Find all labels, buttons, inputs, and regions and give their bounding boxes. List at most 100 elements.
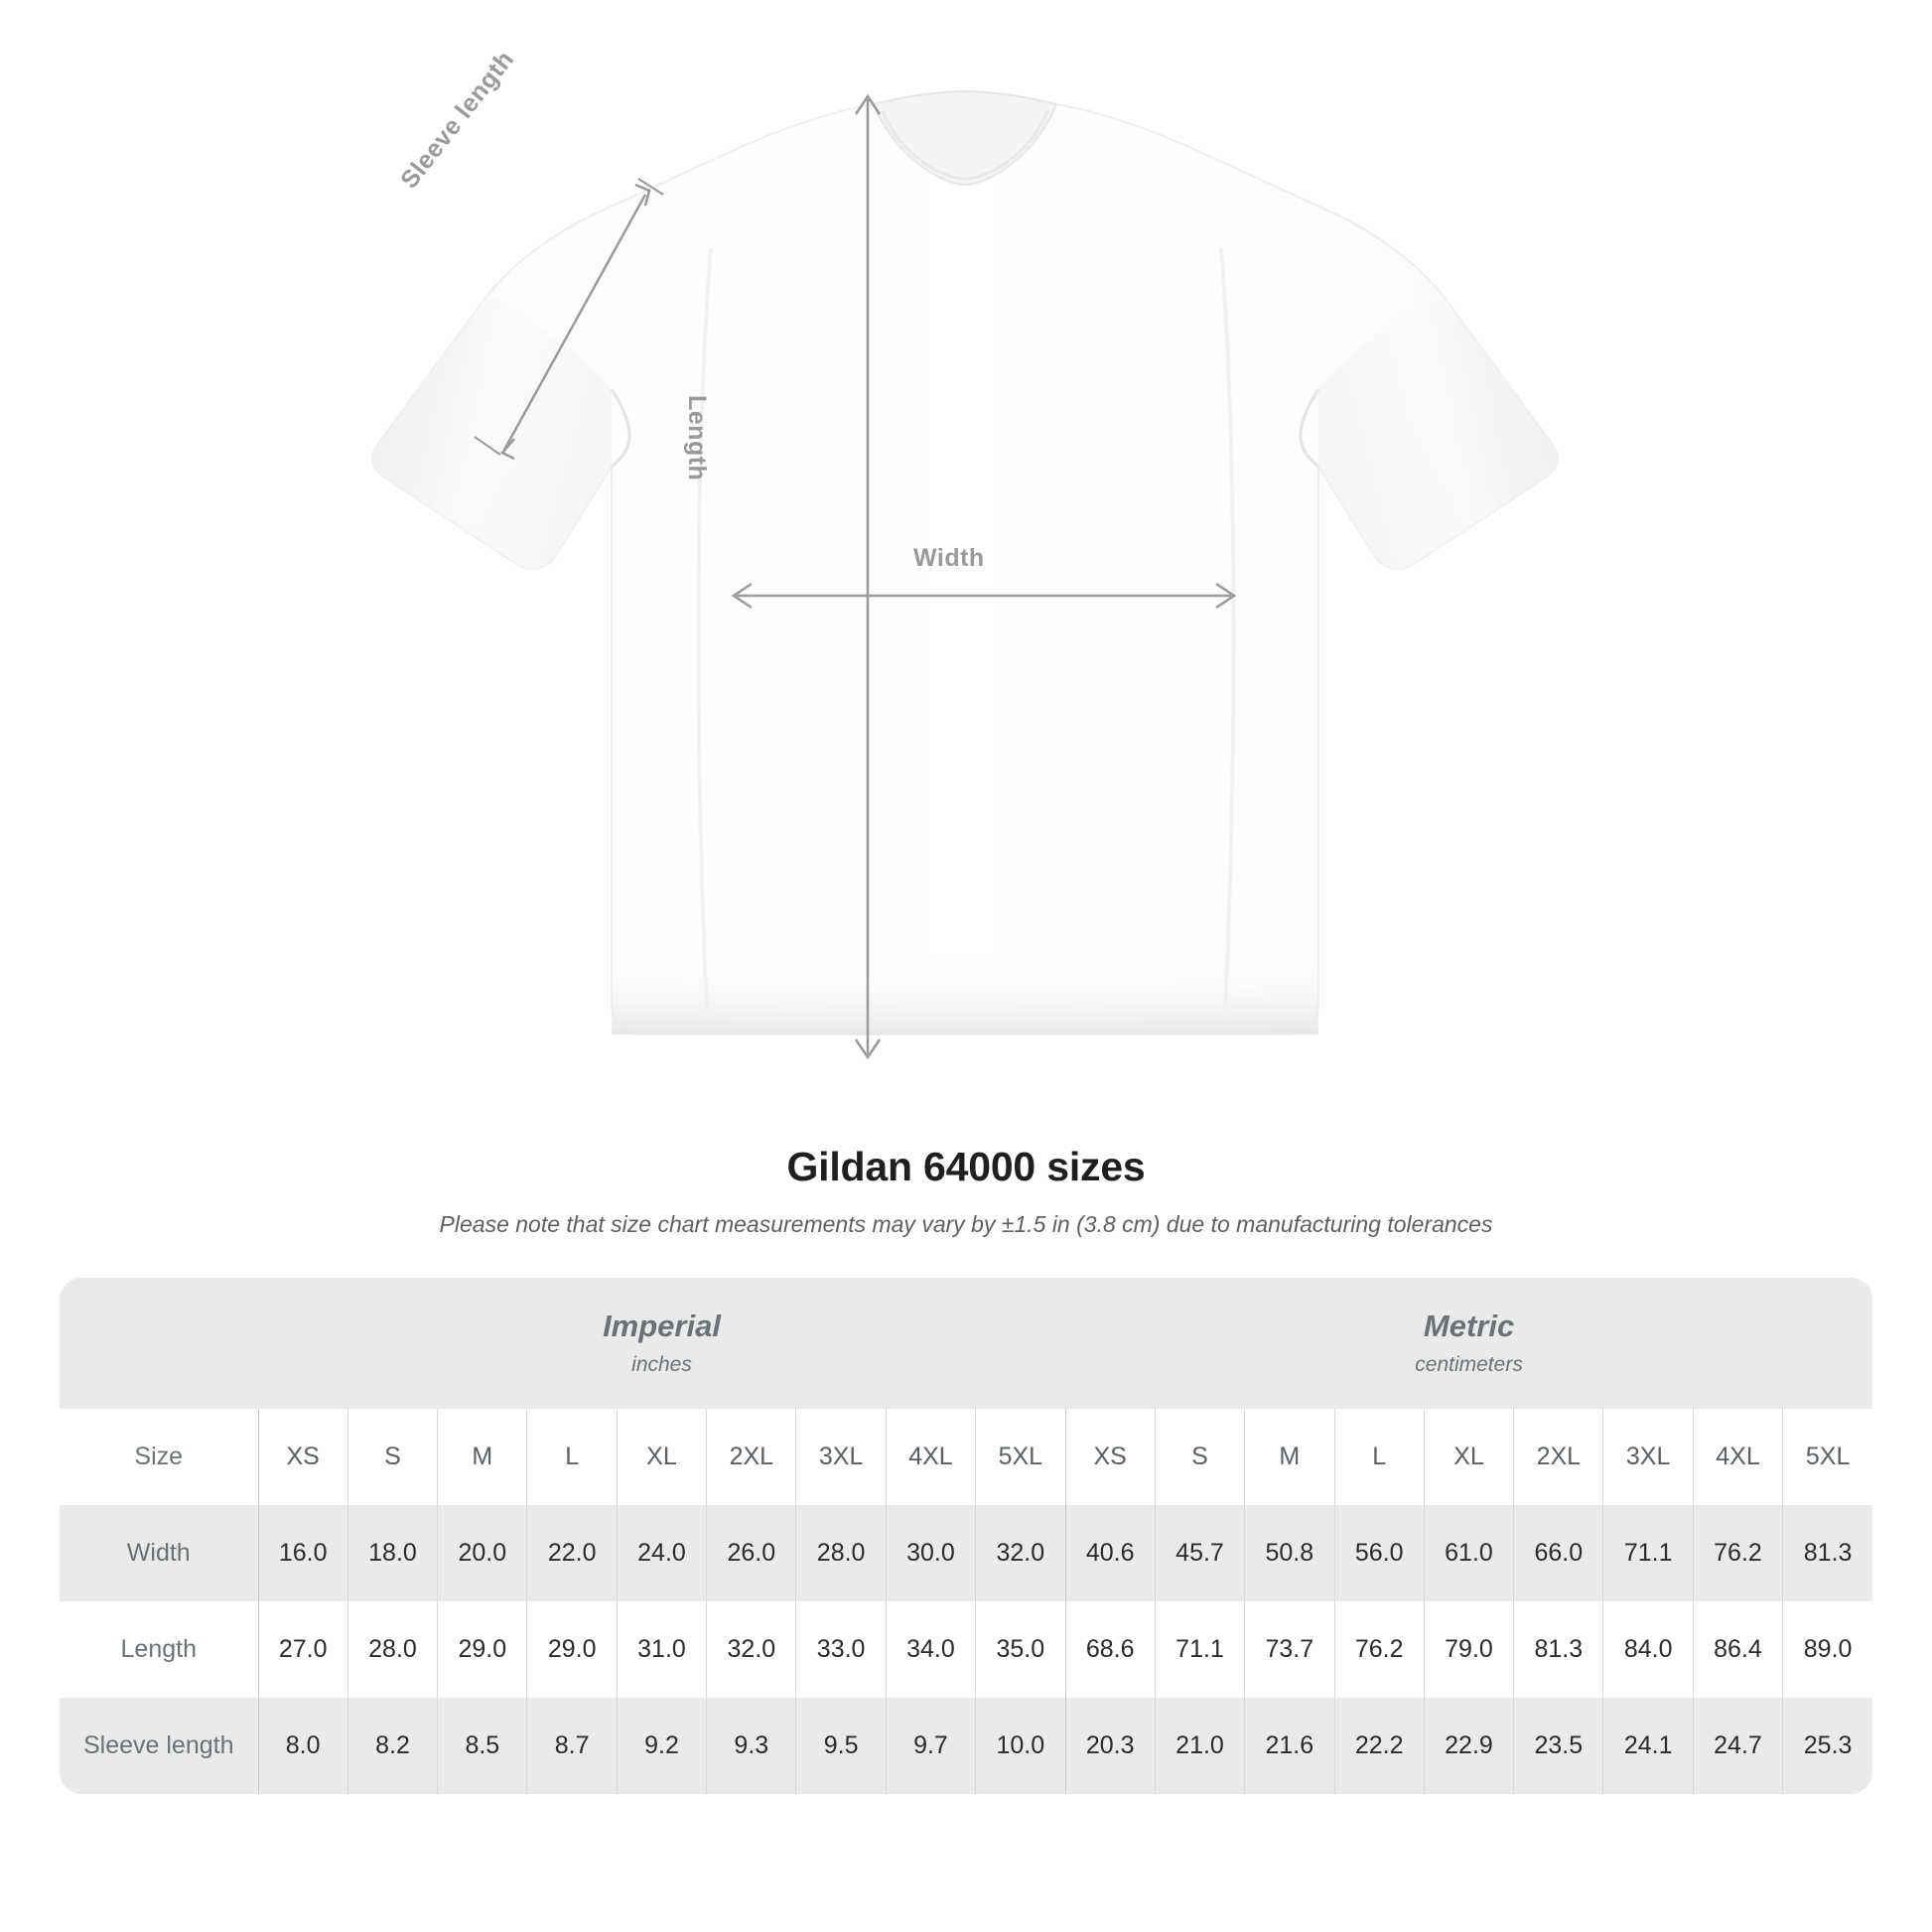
size-header-metric-m: M [1244,1409,1334,1505]
cell-length-metric-l: 76.2 [1333,1601,1425,1698]
cell-sleeve-length-imperial-xl: 9.2 [616,1698,707,1794]
cell-width-metric-4xl: 76.2 [1692,1505,1783,1601]
row-label: Length [60,1601,258,1698]
cell-length-imperial-3xl: 33.0 [795,1601,887,1698]
sleeve-tick-top [637,178,664,196]
cell-width-imperial-xl: 24.0 [616,1505,707,1601]
width-arrow-head-right [1215,582,1237,610]
width-label: Width [913,544,985,572]
cell-sleeve-length-imperial-m: 8.5 [437,1698,527,1794]
cell-sleeve-length-imperial-4xl: 9.7 [885,1698,976,1794]
unit-name: Metric [1423,1309,1515,1344]
sleeve-arrow-head-top [634,183,651,207]
cell-width-metric-2xl: 66.0 [1513,1505,1603,1601]
width-arrow-head-left [731,582,753,610]
unit-name: Imperial [603,1309,721,1344]
size-header-imperial-l: L [526,1409,618,1505]
cell-width-metric-s: 45.7 [1154,1505,1245,1601]
cell-length-metric-xl: 79.0 [1423,1601,1514,1698]
tolerance-note: Please note that size chart measurements… [439,1211,1493,1237]
cell-width-imperial-5xl: 32.0 [975,1505,1066,1601]
cell-length-metric-xs: 68.6 [1064,1601,1156,1698]
unit-header-row: Imperial inches Metric centimeters [60,1278,1872,1409]
size-header-metric-3xl: 3XL [1602,1409,1694,1505]
table-row: Width 16.0 18.0 20.0 22.0 24.0 26.0 28.0 30.0 32.… [60,1505,1872,1601]
size-header-imperial-xl: XL [616,1409,707,1505]
table-row: Sleeve length 8.0 8.2 8.5 8.7 9.2 9.3 9.5 9.7 10.… [60,1698,1872,1794]
cell-length-metric-5xl: 89.0 [1782,1601,1872,1698]
tshirt-diagram: Sleeve length Length Width [371,46,1559,1060]
cell-length-imperial-5xl: 35.0 [975,1601,1066,1698]
size-header-metric-2xl: 2XL [1513,1409,1603,1505]
shirt-shape [371,89,1559,1035]
cell-sleeve-length-metric-2xl: 23.5 [1513,1698,1603,1794]
cell-width-metric-xl: 61.0 [1423,1505,1514,1601]
cell-sleeve-length-imperial-l: 8.7 [526,1698,618,1794]
length-arrow-head-top [854,93,882,115]
cell-length-metric-s: 71.1 [1154,1601,1245,1698]
sleeve-arrow-line [502,194,647,451]
cell-sleeve-length-metric-m: 21.6 [1244,1698,1334,1794]
cell-length-imperial-s: 28.0 [346,1601,438,1698]
row-label: Sleeve length [60,1698,258,1794]
page-title: Gildan 64000 sizes [786,1144,1146,1189]
cell-sleeve-length-imperial-2xl: 9.3 [706,1698,796,1794]
size-header-metric-xl: XL [1423,1409,1514,1505]
size-header-imperial-4xl: 4XL [885,1409,976,1505]
size-header-imperial-m: M [437,1409,527,1505]
row-label: Width [60,1505,258,1601]
cell-sleeve-length-imperial-3xl: 9.5 [795,1698,887,1794]
cell-length-metric-4xl: 86.4 [1692,1601,1783,1698]
size-header-metric-xs: XS [1064,1409,1156,1505]
size-header-imperial-xs: XS [257,1409,348,1505]
unit-group-imperial: Imperial inches [258,1278,1066,1409]
cell-width-imperial-xs: 16.0 [257,1505,348,1601]
cell-sleeve-length-metric-5xl: 25.3 [1782,1698,1872,1794]
cell-length-imperial-m: 29.0 [437,1601,527,1698]
length-label: Length [683,395,711,482]
cell-sleeve-length-imperial-s: 8.2 [346,1698,438,1794]
title-block: Gildan 64000 sizes Please note that size… [0,1144,1932,1238]
table-row: Length 27.0 28.0 29.0 29.0 31.0 32.0 33.0 34.0 35… [60,1601,1872,1698]
size-header-metric-l: L [1333,1409,1425,1505]
cell-width-imperial-m: 20.0 [437,1505,527,1601]
cell-width-imperial-3xl: 28.0 [795,1505,887,1601]
unit-subtitle: inches [631,1352,692,1376]
length-arrow-head-bottom [854,1038,882,1060]
cell-sleeve-length-metric-xs: 20.3 [1064,1698,1156,1794]
unit-group-metric: Metric centimeters [1065,1278,1872,1409]
size-header-row: Size XS S M L XL 2XL 3XL 4XL 5XL XS S M L XL 2XL 3XL 4XL 5… [60,1409,1872,1505]
cell-sleeve-length-metric-4xl: 24.7 [1692,1698,1783,1794]
cell-length-imperial-2xl: 32.0 [706,1601,796,1698]
cell-width-imperial-s: 18.0 [346,1505,438,1601]
cell-width-metric-xs: 40.6 [1064,1505,1156,1601]
cell-length-imperial-4xl: 34.0 [885,1601,976,1698]
unit-row-spacer [60,1278,258,1409]
size-header-imperial-s: S [346,1409,438,1505]
size-table: Imperial inches Metric centimeters Size XS S M L… [60,1278,1872,1794]
cell-length-imperial-xs: 27.0 [257,1601,348,1698]
cell-sleeve-length-imperial-xs: 8.0 [257,1698,348,1794]
cell-width-metric-5xl: 81.3 [1782,1505,1872,1601]
cell-length-metric-m: 73.7 [1244,1601,1334,1698]
unit-subtitle: centimeters [1415,1352,1523,1376]
cell-length-imperial-l: 29.0 [526,1601,618,1698]
size-header-imperial-3xl: 3XL [795,1409,887,1505]
cell-sleeve-length-metric-xl: 22.9 [1423,1698,1514,1794]
cell-width-imperial-4xl: 30.0 [885,1505,976,1601]
sleeve-arrow-head-bottom [500,438,515,461]
cell-sleeve-length-imperial-5xl: 10.0 [975,1698,1066,1794]
cell-sleeve-length-metric-3xl: 24.1 [1602,1698,1694,1794]
size-header-metric-s: S [1154,1409,1245,1505]
cell-sleeve-length-metric-l: 22.2 [1333,1698,1425,1794]
size-header-metric-4xl: 4XL [1692,1409,1783,1505]
cell-width-imperial-2xl: 26.0 [706,1505,796,1601]
cell-length-metric-2xl: 81.3 [1513,1601,1603,1698]
sleeve-tick-bottom [474,436,501,456]
row-header-size: Size [60,1409,258,1505]
measurement-arrows [474,93,1237,1060]
cell-width-metric-m: 50.8 [1244,1505,1334,1601]
size-table-container: Imperial inches Metric centimeters Size XS S M L… [60,1278,1872,1794]
cell-length-imperial-xl: 31.0 [616,1601,707,1698]
